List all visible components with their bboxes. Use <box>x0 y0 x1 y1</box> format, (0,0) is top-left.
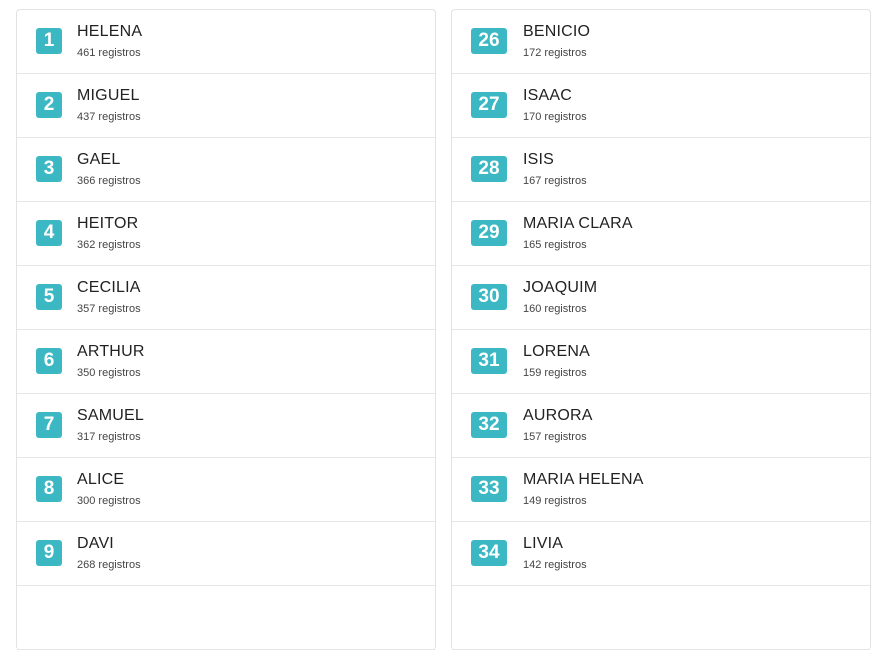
rank-badge: 34 <box>471 540 507 566</box>
list-item[interactable]: 1 HELENA 461 registros <box>17 10 435 74</box>
list-item[interactable]: 31 LORENA 159 registros <box>452 330 870 394</box>
name-label: HELENA <box>77 23 143 40</box>
names-list-right: 26 BENICIO 172 registros 27 ISAAC 170 registr… <box>451 9 871 650</box>
list-item[interactable]: 9 DAVI 268 registros <box>17 522 435 586</box>
name-label: MARIA HELENA <box>523 471 644 488</box>
name-label: DAVI <box>77 535 114 552</box>
name-label: GAEL <box>77 151 121 168</box>
count-label: 159 registros <box>523 367 587 379</box>
count-label: 167 registros <box>523 175 587 187</box>
list-item[interactable] <box>17 586 435 650</box>
list-item[interactable]: 2 MIGUEL 437 registros <box>17 74 435 138</box>
list-item[interactable]: 7 SAMUEL 317 registros <box>17 394 435 458</box>
name-label: ISIS <box>523 151 555 168</box>
rank-badge: 2 <box>36 92 62 118</box>
name-label: SAMUEL <box>77 407 144 424</box>
list-item[interactable]: 33 MARIA HELENA 149 registros <box>452 458 870 522</box>
name-label: ALICE <box>77 471 125 488</box>
count-label: 149 registros <box>523 495 587 507</box>
count-label: 437 registros <box>77 111 141 123</box>
rank-badge: 5 <box>36 284 62 310</box>
rank-badge: 3 <box>36 156 62 182</box>
count-label: 157 registros <box>523 431 587 443</box>
list-item[interactable]: 26 BENICIO 172 registros <box>452 10 870 74</box>
name-label: ARTHUR <box>77 343 145 360</box>
list-item[interactable]: 30 JOAQUIM 160 registros <box>452 266 870 330</box>
rank-badge: 7 <box>36 412 62 438</box>
list-item[interactable]: 32 AURORA 157 registros <box>452 394 870 458</box>
count-label: 317 registros <box>77 431 141 443</box>
name-label: BENICIO <box>523 23 591 40</box>
rank-badge: 9 <box>36 540 62 566</box>
count-label: 165 registros <box>523 239 587 251</box>
count-label: 172 registros <box>523 47 587 59</box>
list-item[interactable]: 6 ARTHUR 350 registros <box>17 330 435 394</box>
list-item[interactable] <box>452 586 870 650</box>
count-label: 160 registros <box>523 303 587 315</box>
rank-badge: 29 <box>471 220 507 246</box>
name-label: MIGUEL <box>77 87 140 104</box>
count-label: 300 registros <box>77 495 141 507</box>
count-label: 362 registros <box>77 239 141 251</box>
rank-badge: 30 <box>471 284 507 310</box>
rank-badge: 31 <box>471 348 507 374</box>
rank-badge: 6 <box>36 348 62 374</box>
name-label: LORENA <box>523 343 590 360</box>
names-list-left: 1 HELENA 461 registros 2 MIGUEL 437 registros… <box>16 9 436 650</box>
count-label: 142 registros <box>523 559 587 571</box>
count-label: 366 registros <box>77 175 141 187</box>
list-item[interactable]: 5 CECILIA 357 registros <box>17 266 435 330</box>
rank-badge: 26 <box>471 28 507 54</box>
rank-badge: 33 <box>471 476 507 502</box>
name-label: CECILIA <box>77 279 141 296</box>
list-item[interactable]: 8 ALICE 300 registros <box>17 458 435 522</box>
count-label: 461 registros <box>77 47 141 59</box>
count-label: 268 registros <box>77 559 141 571</box>
rank-badge: 8 <box>36 476 62 502</box>
list-item[interactable]: 3 GAEL 366 registros <box>17 138 435 202</box>
name-label: HEITOR <box>77 215 139 232</box>
name-label: ISAAC <box>523 87 573 104</box>
rank-badge: 32 <box>471 412 507 438</box>
name-label: JOAQUIM <box>523 279 598 296</box>
name-label: LIVIA <box>523 535 564 552</box>
list-item[interactable]: 34 LIVIA 142 registros <box>452 522 870 586</box>
list-item[interactable]: 28 ISIS 167 registros <box>452 138 870 202</box>
list-item[interactable]: 4 HEITOR 362 registros <box>17 202 435 266</box>
rank-badge: 1 <box>36 28 62 54</box>
count-label: 350 registros <box>77 367 141 379</box>
rank-badge: 27 <box>471 92 507 118</box>
list-item[interactable]: 29 MARIA CLARA 165 registros <box>452 202 870 266</box>
rank-badge: 28 <box>471 156 507 182</box>
count-label: 170 registros <box>523 111 587 123</box>
rank-badge: 4 <box>36 220 62 246</box>
count-label: 357 registros <box>77 303 141 315</box>
list-item[interactable]: 27 ISAAC 170 registros <box>452 74 870 138</box>
name-label: MARIA CLARA <box>523 215 633 232</box>
name-label: AURORA <box>523 407 593 424</box>
